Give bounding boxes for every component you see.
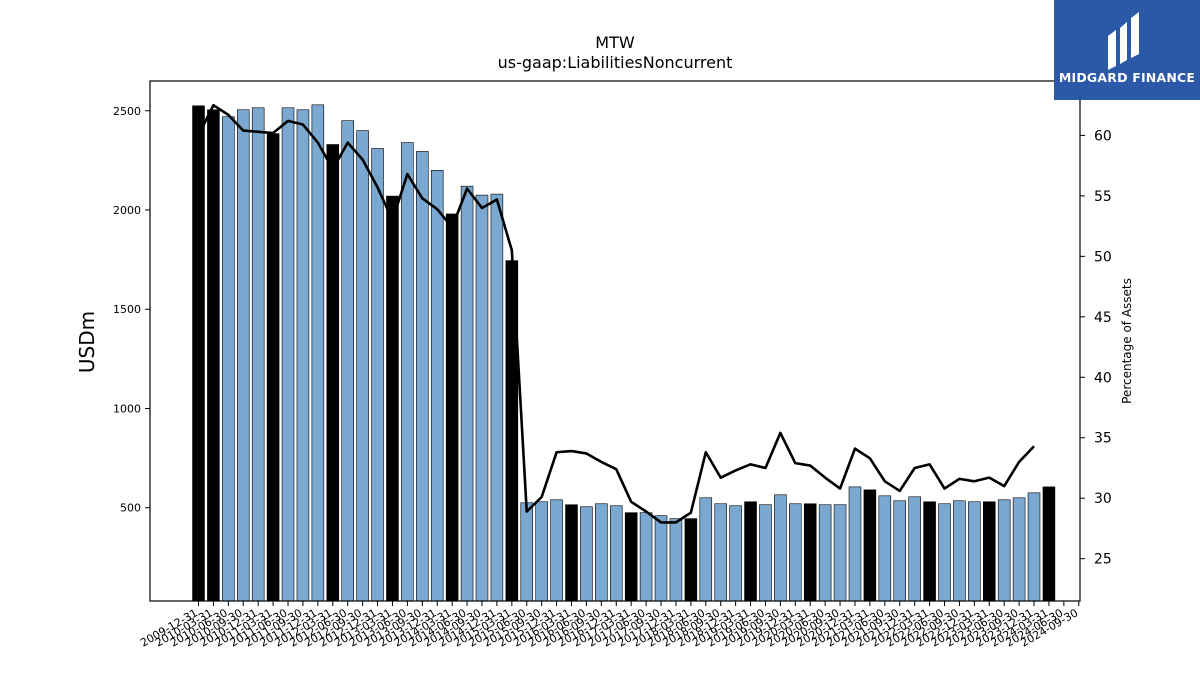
bar-2020-03-31	[803, 503, 817, 602]
bar-2014-06-30	[460, 185, 474, 602]
y2-tick-label: 35	[1094, 431, 1112, 447]
pct-assets-line-series	[197, 103, 1035, 524]
bar-2009-12-31	[192, 105, 205, 602]
bar-2011-03-31	[266, 133, 280, 602]
bar-2012-06-30	[341, 120, 354, 602]
bar-2023-03-31	[982, 501, 996, 602]
bar-2020-09-30	[833, 504, 847, 602]
y2-tick-label: 40	[1094, 370, 1112, 386]
bar-2015-06-30	[520, 502, 534, 602]
bar-2010-09-30	[236, 109, 250, 602]
y-tick-label: 2000	[113, 204, 141, 217]
bar-2021-09-30	[893, 500, 907, 602]
y-axis-left: 500 1000 1500 2000 2500	[113, 105, 150, 515]
bar-2023-09-30	[1012, 497, 1026, 602]
bar-2011-12-31	[311, 104, 325, 602]
logo-text: MIDGARD FINANCE	[1058, 70, 1196, 85]
chart-subtitle: us-gaap:LiabilitiesNoncurrent	[498, 53, 733, 72]
bar-2022-12-31	[968, 501, 981, 602]
y-tick-label: 500	[120, 502, 141, 515]
bar-2016-09-30	[595, 503, 608, 602]
y-axis-label: USDm	[75, 311, 99, 373]
y2-tick-label: 45	[1094, 310, 1112, 326]
y-tick-label: 2500	[113, 105, 141, 118]
pct-assets-line	[197, 103, 1035, 524]
bar-2021-12-31	[908, 496, 921, 602]
bar-2014-12-31	[490, 193, 504, 602]
bar-2010-06-30	[222, 116, 235, 602]
bar-2013-12-31	[430, 170, 444, 602]
bar-2012-09-30	[356, 130, 369, 602]
bar-2019-12-31	[789, 503, 802, 602]
y2-tick-label: 50	[1094, 249, 1112, 265]
bar-2010-12-31	[251, 107, 265, 602]
y-tick-label: 1000	[113, 402, 141, 415]
bar-2016-03-31	[565, 504, 578, 602]
bar-series	[192, 104, 1056, 602]
bar-2018-12-31	[729, 505, 742, 602]
bar-2017-03-31	[624, 512, 638, 602]
bar-2015-09-30	[535, 501, 548, 602]
bar-2017-06-30	[639, 512, 653, 602]
bar-2018-06-30	[699, 497, 713, 602]
bar-2022-06-30	[938, 503, 951, 602]
bar-2011-06-30	[281, 107, 295, 602]
bar-2011-09-30	[296, 109, 310, 602]
bar-2021-03-31	[863, 489, 877, 602]
bar-2012-12-31	[371, 148, 384, 602]
bar-2023-12-31	[1027, 492, 1041, 602]
bar-2013-03-31	[386, 195, 399, 602]
bar-2022-09-30	[953, 500, 966, 602]
y2-axis-label: Percentage of Assets	[1120, 278, 1134, 404]
bar-2013-06-30	[401, 142, 414, 602]
bar-2017-09-30	[654, 515, 668, 602]
y2-tick-label: 60	[1094, 128, 1112, 144]
bar-2022-03-31	[923, 501, 936, 602]
y-tick-label: 1500	[113, 303, 141, 316]
bar-2020-06-30	[818, 504, 832, 602]
y2-tick-label: 25	[1094, 552, 1112, 568]
bar-2016-06-30	[580, 506, 593, 602]
bar-2010-03-31	[207, 109, 220, 602]
plot-frame	[149, 80, 1081, 602]
bar-2015-12-31	[550, 499, 563, 602]
bar-2019-03-31	[744, 501, 757, 602]
bar-2017-12-31	[669, 518, 683, 602]
bar-2019-06-30	[759, 504, 772, 602]
bar-2024-03-31	[1042, 486, 1056, 602]
y2-tick-label: 30	[1094, 491, 1112, 507]
bar-2013-09-30	[416, 151, 429, 602]
bar-2012-03-31	[326, 144, 340, 602]
y-axis-right: 25 30 35 40 45 50 55 60	[1080, 128, 1112, 568]
x-axis: 2009-12-312010-03-312010-06-302010-09-30…	[138, 601, 1080, 650]
y2-tick-label: 55	[1094, 189, 1112, 205]
bar-2018-03-31	[684, 518, 698, 602]
midgard-finance-logo: MIDGARD FINANCE	[1054, 0, 1200, 100]
bar-2019-09-30	[774, 494, 787, 602]
bar-2014-03-31	[445, 213, 459, 602]
bar-2016-12-31	[609, 505, 623, 602]
bar-2020-12-31	[848, 486, 862, 602]
chart-title: MTW	[595, 33, 635, 52]
bar-2014-09-30	[475, 194, 489, 602]
bar-2021-06-30	[878, 495, 892, 602]
bar-2023-06-30	[997, 499, 1011, 602]
bar-2018-09-30	[714, 503, 727, 602]
midgard-logo-icon	[1108, 12, 1139, 70]
